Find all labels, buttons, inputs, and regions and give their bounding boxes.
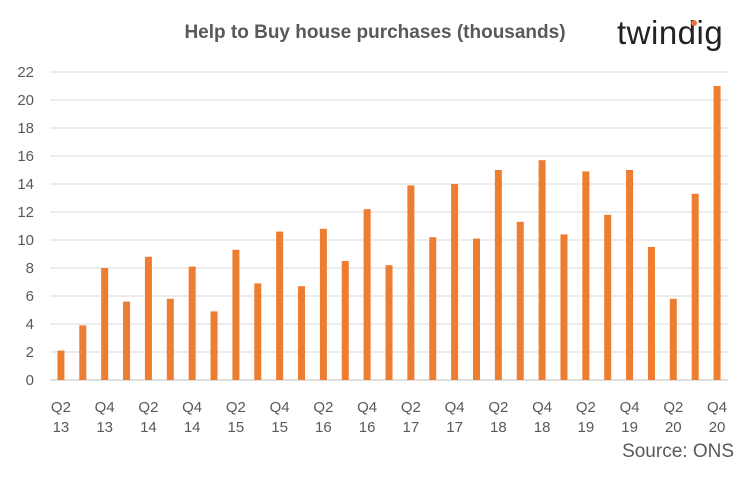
bar-q3-14 — [166, 298, 174, 380]
bar-q4-15 — [276, 231, 284, 380]
bar-q4-14 — [188, 266, 196, 380]
x-tick-label-quarter: Q2 — [51, 399, 71, 416]
x-tick-label-year: 19 — [577, 419, 594, 436]
y-tick-label: 22 — [17, 64, 34, 81]
x-tick-label-quarter: Q2 — [576, 399, 596, 416]
bar-q3-19 — [604, 214, 612, 380]
x-tick-label-year: 15 — [228, 419, 245, 436]
chart-title: Help to Buy house purchases (thousands) — [184, 22, 566, 43]
bar-q1-18 — [472, 238, 480, 380]
bar-q3-16 — [341, 261, 349, 380]
bar-q1-19 — [560, 234, 568, 380]
bar-q2-15 — [232, 249, 240, 380]
x-tick-label-quarter: Q2 — [401, 399, 421, 416]
y-tick-label: 12 — [17, 204, 34, 221]
y-tick-label: 18 — [17, 120, 34, 137]
x-axis-ticks: Q2 13 Q4 13 Q2 14 Q4 14 Q2 15 Q4 15 Q2 16 Q4 16 Q2 17 Q4 17… — [51, 399, 727, 436]
bar-q4-20 — [713, 86, 721, 380]
x-tick-label-quarter: Q4 — [95, 399, 115, 416]
y-tick-label: 16 — [17, 148, 34, 165]
x-tick-label-quarter: Q4 — [707, 399, 727, 416]
y-tick-label: 20 — [17, 92, 34, 109]
bar-q1-17 — [385, 265, 393, 380]
x-tick-label-year: 17 — [403, 419, 420, 436]
bar-q2-19 — [582, 171, 590, 380]
bars — [57, 86, 721, 380]
x-tick-label-quarter: Q4 — [620, 399, 640, 416]
bar-q3-17 — [429, 237, 437, 380]
x-tick-label-year: 14 — [140, 419, 157, 436]
x-tick-label-quarter: Q2 — [138, 399, 158, 416]
x-tick-label-year: 17 — [446, 419, 463, 436]
bar-q2-16 — [319, 228, 327, 380]
x-tick-label-year: 14 — [184, 419, 201, 436]
x-tick-label-year: 18 — [490, 419, 507, 436]
bar-q2-18 — [494, 170, 502, 380]
bar-q4-18 — [538, 160, 546, 380]
bar-q1-14 — [123, 301, 131, 380]
logo-dot-icon — [691, 20, 697, 26]
x-tick-label-year: 20 — [665, 419, 682, 436]
bar-q4-17 — [451, 184, 459, 380]
x-tick-label-year: 16 — [359, 419, 376, 436]
x-tick-label-year: 13 — [53, 419, 70, 436]
y-tick-label: 2 — [26, 344, 34, 361]
bar-q3-20 — [691, 193, 699, 380]
x-tick-label-year: 15 — [271, 419, 288, 436]
bar-q2-14 — [144, 256, 152, 380]
y-tick-label: 0 — [26, 372, 34, 389]
x-tick-label-quarter: Q2 — [663, 399, 683, 416]
bar-q1-16 — [298, 286, 306, 380]
y-tick-label: 4 — [26, 316, 34, 333]
y-tick-label: 6 — [26, 288, 34, 305]
y-tick-label: 14 — [17, 176, 34, 193]
y-tick-label: 10 — [17, 232, 34, 249]
x-tick-label-year: 16 — [315, 419, 332, 436]
bar-q2-17 — [407, 185, 415, 380]
x-tick-label-year: 19 — [621, 419, 638, 436]
source-note: Source: ONS — [622, 441, 734, 462]
x-tick-label-quarter: Q2 — [313, 399, 333, 416]
bar-q1-15 — [210, 311, 218, 380]
bar-q2-13 — [57, 350, 65, 380]
x-tick-label-quarter: Q2 — [226, 399, 246, 416]
x-tick-label-quarter: Q4 — [270, 399, 290, 416]
twindig-logo: twindig — [617, 14, 724, 51]
bar-q2-20 — [669, 298, 677, 380]
y-tick-label: 8 — [26, 260, 34, 277]
y-axis-ticks: 0 2 4 6 8 10 12 14 16 18 20 22 — [17, 64, 34, 389]
x-tick-label-quarter: Q4 — [182, 399, 202, 416]
bar-q4-16 — [363, 209, 371, 380]
bar-q4-13 — [101, 268, 109, 380]
bar-q4-19 — [626, 170, 634, 380]
bar-q1-20 — [647, 247, 655, 380]
x-tick-label-quarter: Q2 — [488, 399, 508, 416]
x-tick-label-year: 13 — [96, 419, 113, 436]
bar-q3-18 — [516, 221, 524, 380]
x-tick-label-quarter: Q4 — [445, 399, 465, 416]
x-tick-label-year: 18 — [534, 419, 551, 436]
x-tick-label-quarter: Q4 — [357, 399, 377, 416]
bar-q3-15 — [254, 283, 262, 380]
x-tick-label-quarter: Q4 — [532, 399, 552, 416]
x-tick-label-year: 20 — [709, 419, 726, 436]
bar-q3-13 — [79, 325, 87, 380]
